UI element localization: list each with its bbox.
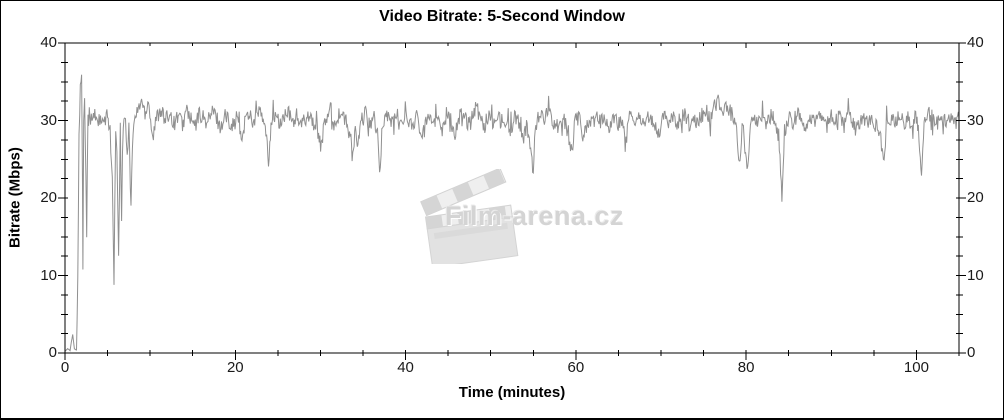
bitrate-series-line — [64, 74, 960, 352]
y-tick-label-left: 20 — [40, 189, 57, 206]
y-tick-label-right: 10 — [967, 266, 984, 284]
y-tick-label-left: 40 — [40, 34, 57, 51]
chart-title: Video Bitrate: 5-Second Window — [379, 8, 625, 25]
x-tick-label: 80 — [737, 359, 755, 376]
x-tick-label: 60 — [567, 359, 585, 376]
x-tick-label: 100 — [903, 359, 929, 376]
y-tick-label-left: 10 — [40, 266, 57, 284]
x-axis-title: Time (minutes) — [458, 384, 566, 401]
y-tick-label-right: 0 — [967, 344, 976, 361]
x-tick-label: 40 — [397, 359, 414, 376]
x-tick-label: 20 — [226, 359, 244, 376]
x-tick-label: 0 — [60, 359, 70, 376]
plot-border — [64, 42, 960, 354]
y-tick-label-left: 30 — [40, 111, 57, 129]
y-tick-label-right: 30 — [967, 111, 984, 129]
y-tick-label-right: 40 — [967, 34, 984, 51]
y-tick-label-right: 20 — [967, 189, 984, 206]
y-tick-label-left: 0 — [48, 344, 57, 361]
